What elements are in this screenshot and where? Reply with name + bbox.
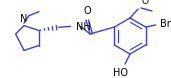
Text: NH: NH <box>76 22 90 32</box>
Text: Br: Br <box>160 19 170 29</box>
Text: HO: HO <box>113 68 128 78</box>
Text: O: O <box>83 6 91 16</box>
Text: O: O <box>141 0 148 6</box>
Text: N: N <box>20 14 28 24</box>
